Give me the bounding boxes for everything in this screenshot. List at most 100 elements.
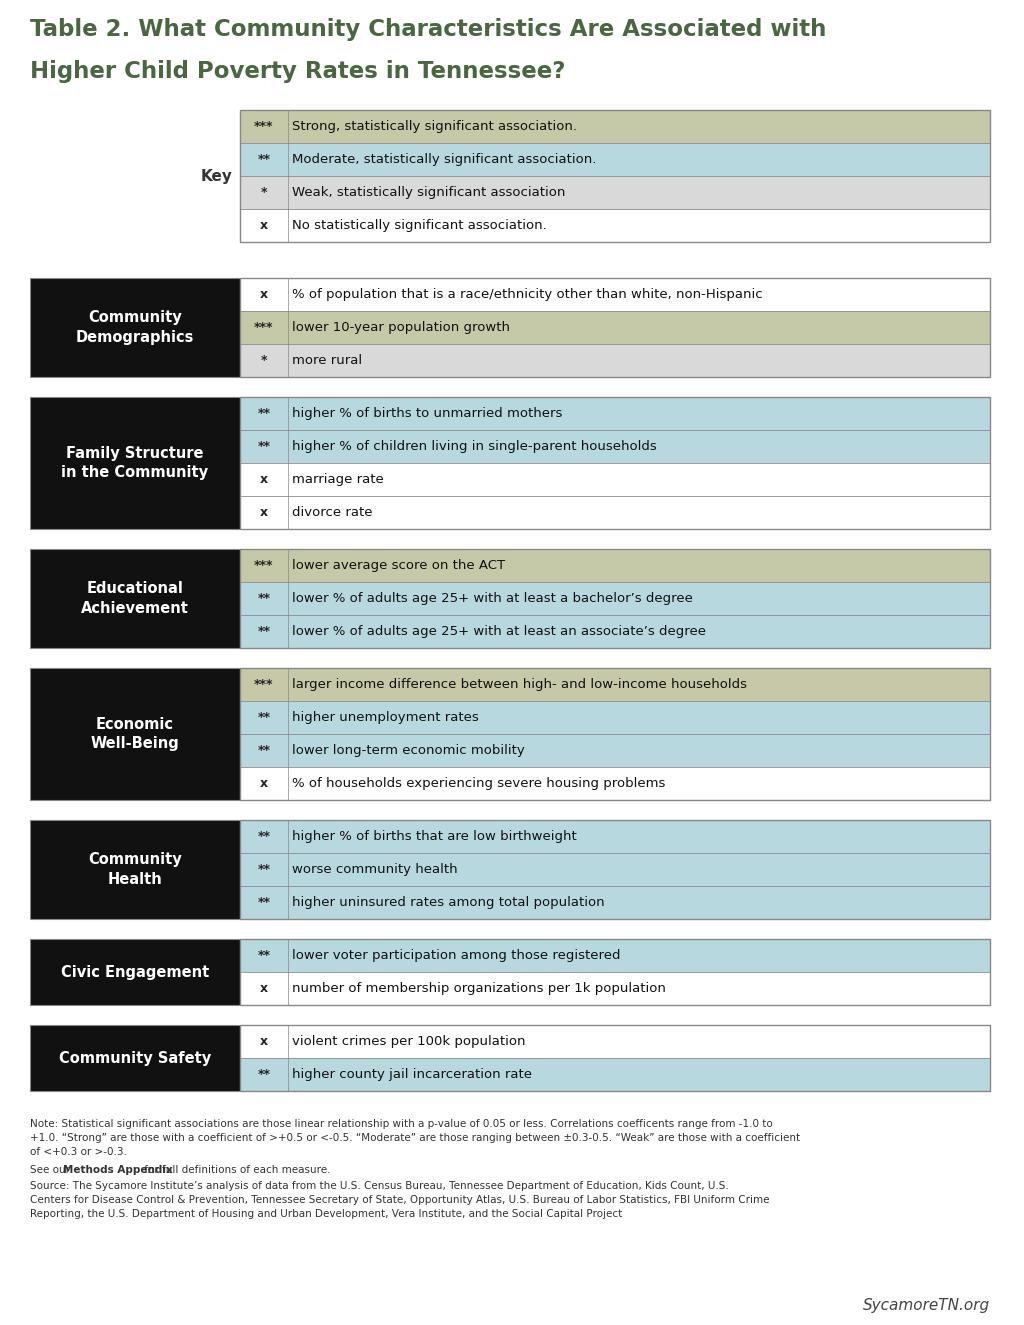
- Text: x: x: [260, 776, 268, 790]
- Text: +1.0. “Strong” are those with a coefficient of >+0.5 or <-0.5. “Moderate” are th: +1.0. “Strong” are those with a coeffici…: [30, 1133, 800, 1143]
- Text: lower average score on the ACT: lower average score on the ACT: [292, 559, 505, 572]
- Text: **: **: [257, 440, 270, 453]
- Bar: [240, 344, 990, 378]
- Bar: [240, 1026, 990, 1090]
- Text: Weak, statistically significant association: Weak, statistically significant associat…: [292, 186, 565, 199]
- Text: lower voter participation among those registered: lower voter participation among those re…: [292, 949, 621, 962]
- Bar: [240, 143, 990, 176]
- Text: Moderate, statistically significant association.: Moderate, statistically significant asso…: [292, 152, 596, 166]
- Text: **: **: [257, 152, 270, 166]
- Text: higher % of births that are low birthweight: higher % of births that are low birthwei…: [292, 829, 577, 843]
- Text: Community
Demographics: Community Demographics: [76, 310, 195, 344]
- Bar: [240, 701, 990, 734]
- Text: See our: See our: [30, 1165, 74, 1175]
- Bar: [240, 1057, 990, 1090]
- Text: divorce rate: divorce rate: [292, 506, 373, 519]
- Text: higher uninsured rates among total population: higher uninsured rates among total popul…: [292, 896, 604, 909]
- Text: higher county jail incarceration rate: higher county jail incarceration rate: [292, 1068, 532, 1081]
- Text: lower % of adults age 25+ with at least a bachelor’s degree: lower % of adults age 25+ with at least …: [292, 592, 693, 606]
- Text: of <+0.3 or >-0.3.: of <+0.3 or >-0.3.: [30, 1147, 127, 1157]
- Bar: [30, 939, 240, 1004]
- Bar: [240, 939, 990, 973]
- Text: x: x: [260, 288, 268, 301]
- Bar: [240, 853, 990, 886]
- Text: Educational
Achievement: Educational Achievement: [81, 582, 189, 616]
- Text: Community
Health: Community Health: [88, 852, 182, 886]
- Text: lower long-term economic mobility: lower long-term economic mobility: [292, 745, 524, 757]
- Bar: [240, 278, 990, 378]
- Bar: [30, 1026, 240, 1090]
- Text: Key: Key: [200, 168, 232, 183]
- Bar: [240, 398, 990, 431]
- Text: Methods Appendix: Methods Appendix: [63, 1165, 173, 1175]
- Bar: [30, 278, 240, 378]
- Bar: [240, 110, 990, 143]
- Bar: [240, 973, 990, 1004]
- Text: number of membership organizations per 1k population: number of membership organizations per 1…: [292, 982, 666, 995]
- Bar: [240, 820, 990, 853]
- Text: **: **: [257, 949, 270, 962]
- Text: x: x: [260, 219, 268, 232]
- Text: x: x: [260, 982, 268, 995]
- Text: lower 10-year population growth: lower 10-year population growth: [292, 321, 510, 334]
- Text: **: **: [257, 1068, 270, 1081]
- Text: **: **: [257, 592, 270, 606]
- Text: more rural: more rural: [292, 354, 362, 367]
- Text: x: x: [260, 506, 268, 519]
- Text: Centers for Disease Control & Prevention, Tennessee Secretary of State, Opportun: Centers for Disease Control & Prevention…: [30, 1195, 769, 1204]
- Text: Economic
Well-Being: Economic Well-Being: [91, 717, 179, 751]
- Bar: [240, 110, 990, 242]
- Text: **: **: [257, 896, 270, 909]
- Bar: [30, 820, 240, 920]
- Bar: [240, 615, 990, 648]
- Bar: [240, 668, 990, 800]
- Text: x: x: [260, 1035, 268, 1048]
- Text: higher % of children living in single-parent households: higher % of children living in single-pa…: [292, 440, 656, 453]
- Text: % of households experiencing severe housing problems: % of households experiencing severe hous…: [292, 776, 666, 790]
- Text: for full definitions of each measure.: for full definitions of each measure.: [141, 1165, 331, 1175]
- Text: ***: ***: [254, 559, 273, 572]
- Text: Note: Statistical significant associations are those linear relationship with a : Note: Statistical significant associatio…: [30, 1120, 773, 1129]
- Text: Table 2. What Community Characteristics Are Associated with: Table 2. What Community Characteristics …: [30, 19, 826, 41]
- Text: **: **: [257, 745, 270, 757]
- Text: *: *: [261, 186, 267, 199]
- Text: Civic Engagement: Civic Engagement: [60, 965, 209, 979]
- Bar: [240, 668, 990, 701]
- Bar: [240, 431, 990, 462]
- Text: Strong, statistically significant association.: Strong, statistically significant associ…: [292, 121, 577, 132]
- Text: higher unemployment rates: higher unemployment rates: [292, 712, 479, 723]
- Bar: [30, 549, 240, 648]
- Bar: [240, 1026, 990, 1057]
- Text: *: *: [261, 354, 267, 367]
- Bar: [240, 549, 990, 648]
- Bar: [240, 311, 990, 344]
- Bar: [240, 209, 990, 242]
- Bar: [240, 820, 990, 920]
- Bar: [240, 886, 990, 920]
- Bar: [240, 734, 990, 767]
- Text: Higher Child Poverty Rates in Tennessee?: Higher Child Poverty Rates in Tennessee?: [30, 60, 565, 83]
- Bar: [240, 176, 990, 209]
- Text: x: x: [260, 473, 268, 486]
- Text: ***: ***: [254, 678, 273, 692]
- Text: **: **: [257, 829, 270, 843]
- Text: **: **: [257, 863, 270, 876]
- Bar: [240, 582, 990, 615]
- Text: higher % of births to unmarried mothers: higher % of births to unmarried mothers: [292, 407, 562, 420]
- Bar: [240, 496, 990, 529]
- Bar: [240, 767, 990, 800]
- Text: ***: ***: [254, 321, 273, 334]
- Bar: [240, 398, 990, 529]
- Text: **: **: [257, 407, 270, 420]
- Text: ***: ***: [254, 121, 273, 132]
- Text: violent crimes per 100k population: violent crimes per 100k population: [292, 1035, 525, 1048]
- Bar: [30, 398, 240, 529]
- Text: SycamoreTN.org: SycamoreTN.org: [863, 1298, 990, 1313]
- Text: marriage rate: marriage rate: [292, 473, 384, 486]
- Text: Family Structure
in the Community: Family Structure in the Community: [61, 447, 209, 480]
- Text: Community Safety: Community Safety: [58, 1051, 211, 1065]
- Text: Reporting, the U.S. Department of Housing and Urban Development, Vera Institute,: Reporting, the U.S. Department of Housin…: [30, 1208, 623, 1219]
- Text: **: **: [257, 625, 270, 639]
- Text: larger income difference between high- and low-income households: larger income difference between high- a…: [292, 678, 746, 692]
- Text: worse community health: worse community health: [292, 863, 458, 876]
